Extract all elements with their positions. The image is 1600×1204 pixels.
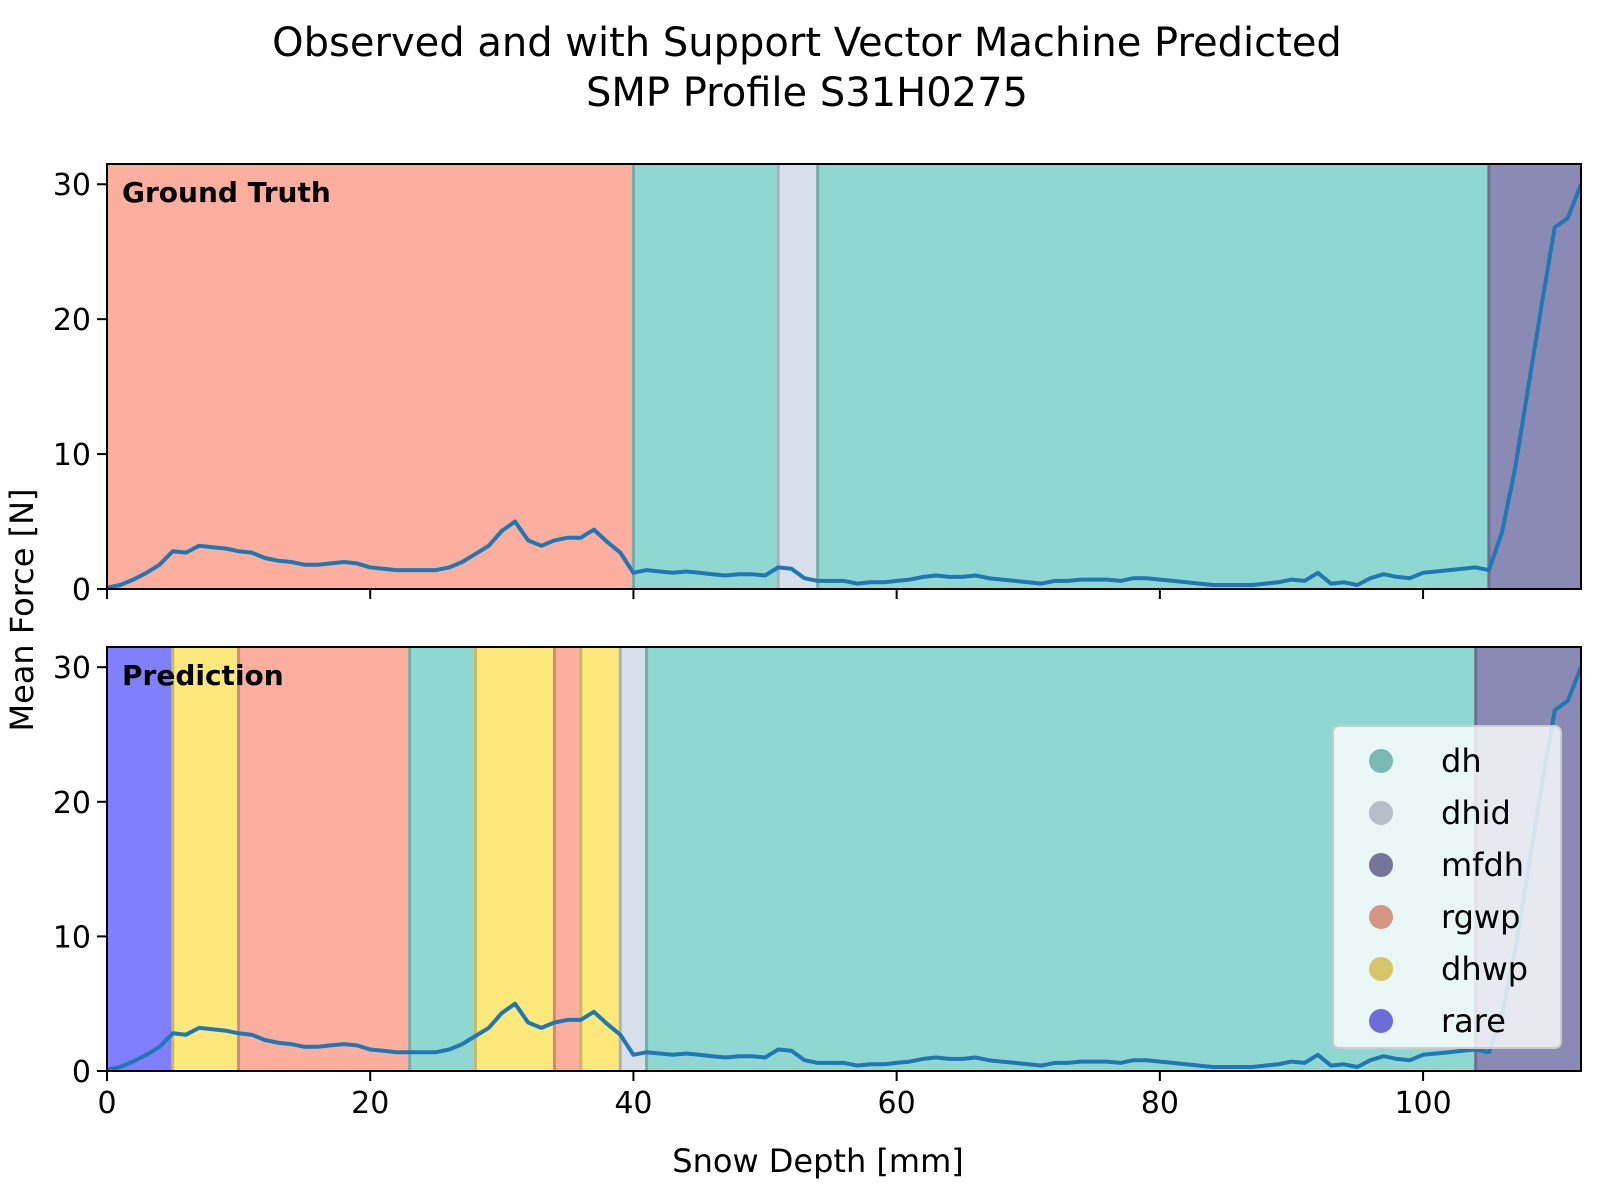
y-tick-label: 0 (72, 1055, 91, 1090)
legend-label-dh: dh (1441, 742, 1482, 780)
y-tick-label: 20 (53, 786, 91, 821)
segment-dh (409, 647, 476, 1071)
legend-label-dhwp: dhwp (1441, 950, 1528, 988)
segment-dhid (620, 647, 647, 1071)
panel-label: Prediction (122, 659, 284, 692)
legend-marker-dh (1369, 749, 1393, 773)
legend-marker-mfdh (1369, 853, 1393, 877)
segment-dhid (778, 164, 818, 589)
x-tick-label: 20 (351, 1086, 389, 1121)
segment-rgwp (238, 647, 410, 1071)
segment-dh (633, 164, 779, 589)
segment-rgwp (554, 647, 581, 1071)
legend-label-mfdh: mfdh (1441, 846, 1524, 884)
y-tick-label: 0 (72, 573, 91, 608)
panel-0: 0 10 20 30 Ground Truth (53, 163, 1582, 608)
x-tick-label: 100 (1394, 1086, 1451, 1121)
y-tick-label: 10 (53, 438, 91, 473)
x-tick-label: 0 (97, 1086, 116, 1121)
chart-title-line-1: Observed and with Support Vector Machine… (272, 20, 1342, 66)
x-axis-label: Snow Depth [mm] (672, 1142, 963, 1180)
x-tick-label: 40 (614, 1086, 652, 1121)
segment-dh (817, 164, 1489, 589)
panel-1: 0 10 20 30 0 20 40 60 80 100 Prediction (53, 646, 1582, 1121)
panel-label: Ground Truth (122, 176, 331, 209)
legend-label-rare: rare (1441, 1002, 1506, 1040)
y-tick-label: 20 (53, 303, 91, 338)
legend-marker-rare (1369, 1009, 1393, 1033)
plot-frame (106, 646, 1582, 1072)
legend: dh dhid mfdh rgwp dhwp rare (1332, 725, 1562, 1049)
x-tick-label: 80 (1141, 1086, 1179, 1121)
y-axis-label: Mean Force [N] (3, 488, 41, 731)
segment-rgwp (107, 164, 634, 589)
y-tick-label: 10 (53, 920, 91, 955)
legend-label-rgwp: rgwp (1441, 898, 1520, 936)
legend-label-dhid: dhid (1441, 794, 1511, 832)
x-tick-label: 60 (878, 1086, 916, 1121)
segment-dhwp (475, 647, 555, 1071)
plot-frame (106, 163, 1582, 590)
segment-rare (107, 647, 173, 1071)
y-tick-label: 30 (53, 651, 91, 686)
force-line-0 (107, 183, 1581, 589)
segment-dhwp (172, 647, 239, 1071)
chart-title-line-2: SMP Profile S31H0275 (586, 70, 1028, 116)
legend-marker-rgwp (1369, 905, 1393, 929)
force-line-1 (107, 666, 1581, 1071)
legend-marker-dhwp (1369, 957, 1393, 981)
segment-dhwp (580, 647, 621, 1071)
y-tick-label: 30 (53, 168, 91, 203)
legend-marker-dhid (1369, 801, 1393, 825)
